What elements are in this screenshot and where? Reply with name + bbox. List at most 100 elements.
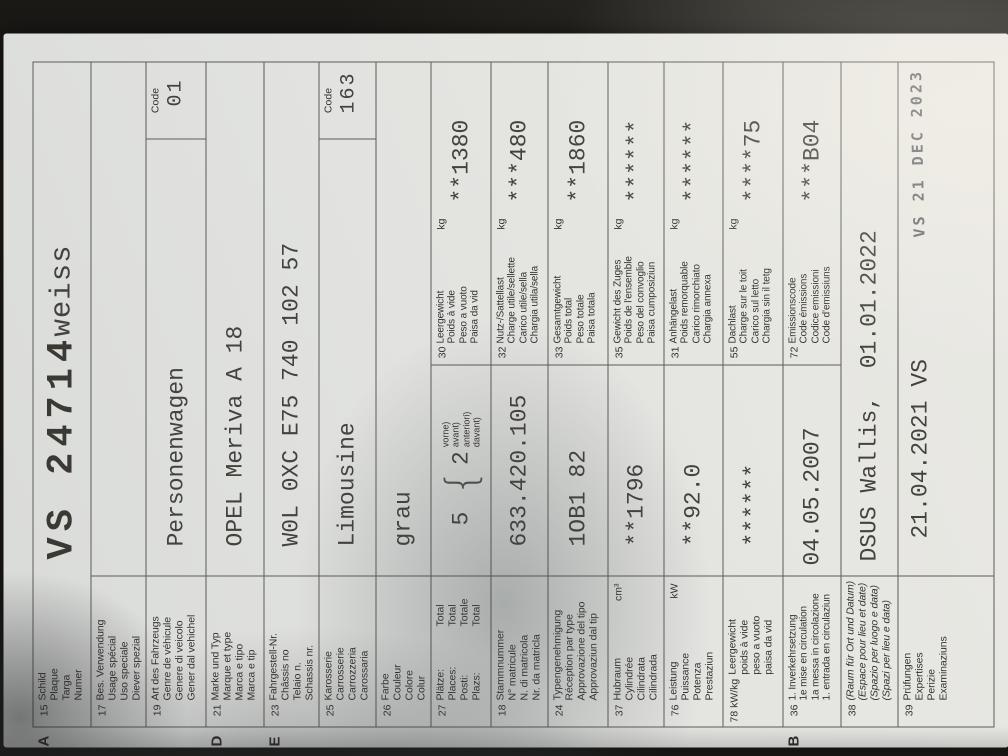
field-76-label-cell: 76 Leistung Puissance Potenza Prestaziun… [664,575,722,726]
label-line: Marke und Typ [209,632,221,700]
unit-kg: kg [495,218,507,230]
label-line: peso a vuoto [749,615,762,675]
label-line: (Spazio per luogo e data) [867,584,880,700]
field-number: 72 [788,346,800,358]
field-78-labels: Leergewicht poids à vide peso a vuoto pa… [726,615,775,675]
row-field-17-special-use: 17 Bes. Verwendung Usage spécial Uso spe… [91,62,146,726]
label-line: davant) [470,416,481,447]
label-line: Plazs: [469,672,482,700]
unit-cm3: cm³ [612,583,624,601]
field-24-label-cell: 24 Typengenehmigung Réception par type A… [548,575,607,726]
row-field-38-place-date: 38 (Raum für Ort und Datum) (Espace pour… [841,62,898,726]
field-38-labels: (Raum für Ort und Datum) (Espace pour li… [844,580,893,700]
row-field-26-color: 26 Farbe Couleur Colore Colur grau [376,62,431,726]
registration-table: A 15 Schild Plaque Targa Numer VS 24714 … [32,61,994,746]
label-line: Cylindrée [622,656,635,700]
label-line: Art des Fahrzeugs [149,615,161,700]
field-33-value-cell: **1860 [548,62,607,212]
field-number: 37 [613,704,625,716]
field-number: 35 [613,346,625,358]
label-line: Carico rimorchiato [690,263,702,343]
label-line: Dachlast [727,304,738,343]
field-number: 30 [436,346,448,358]
field-37-labels: Hubraum Cylindrée Cilindrata Cilindrada [611,654,660,700]
unit-kg: kg [727,218,739,230]
color-value: grau [390,490,416,546]
make-type-value: OPEL Meriva A 18 [221,325,248,546]
label-line: Carico utile/sella [517,271,529,343]
field-number: 33 [553,346,565,358]
label-line: Emissionscode [787,277,798,343]
label-line: Charge sur le toit [738,268,750,343]
label-line: Paisa totala [586,291,598,343]
field-24-value-cell: 1OB1 82 [548,365,607,575]
field-38-label-cell: 38 (Raum für Ort und Datum) (Espace pour… [841,575,897,726]
field-35-label-cell: 35 Gewicht des Zuges Poids de l'ensemble… [608,212,663,365]
margin-letter-a: A [35,735,52,746]
label-line: vorne) [440,421,451,447]
field-27-labels: Plätze: Places: Posti: Plazs: [434,666,483,700]
label-line: (Raum für Ort und Datum) [844,580,856,700]
field-37-label-cell: 37 Hubraum Cylindrée Cilindrata Cilindra… [608,575,663,726]
margin-letter-b: B [785,735,802,746]
field-55-label-cell: 55 Dachlast Charge sur le toit Carico su… [723,212,782,365]
label-line: Plaque [47,667,60,700]
field-number: 31 [669,346,681,358]
label-line: Telaio n. [290,661,303,700]
label-line: Leergewicht [726,618,738,675]
field-36-label-cell: B 36 1. Inverkehrsetzung 1e mise en circ… [783,575,840,746]
row-field-19-vehicle-type: 19 Art des Fahrzeugs Genre de véhicule G… [146,62,206,726]
label-line: 1e mise en circulation [798,605,810,700]
unit-kg: kg [435,218,447,230]
row-field-21-make-type: D 21 Marke und Typ Marque et type Marca … [206,62,264,746]
field-number: 76 [669,704,681,716]
label-line: Prestaziun [702,651,715,700]
label-line: Karosserie [322,650,334,700]
registry-number-value: 633.420.105 [506,394,532,546]
field-26-labels: Farbe Couleur Colore Colur [379,664,428,700]
field-33-label-cell: 33 Gesamtgewicht Poids total Peso totale… [548,212,607,365]
field-78-value-cell: ****** [723,365,782,575]
field-number: 19 [151,704,163,716]
label-line: Carico sul letto [749,278,761,343]
field-17-value-cell [91,62,145,575]
unit-kg: kg [668,218,680,230]
label-line: Genre de véhicule [160,616,173,700]
field-55-labels: Dachlast Charge sur le toit Carico sul l… [727,268,773,343]
label-line: Cilindrata [634,656,647,700]
field-39-labels: Prüfungen Expertises Perizie Examinaziun… [901,635,950,700]
label-line: avant) [450,421,461,447]
field-number: 27 [436,704,448,716]
unit-kg: kg [552,218,564,230]
empty-weight-value: **1380 [447,119,474,202]
field-35-value-cell: ****** [608,62,663,212]
code-label: Code [322,87,334,113]
label-line: Examinaziuns [936,635,949,700]
label-line: poids à vide [737,619,750,675]
field-25-label-cell: 25 Karosserie Carrosserie Carrozzeria Ca… [319,575,375,726]
field-15-labels: Schild Plaque Targa Numer [36,667,85,700]
label-line: Numer [71,668,84,700]
label-line: Approvazione del tipo [574,601,587,700]
field-36-value-cell: 04.05.2007 [783,365,840,575]
label-line: Total [434,603,446,626]
field-number: 39 [903,704,915,716]
label-line: Stammnummer [494,629,506,700]
field-23-label-cell: E 23 Fahrgestell-Nr. Châssis no Telaio n… [264,575,318,746]
field-72-labels: Emissionscode Code émissions Codice emis… [787,266,833,343]
label-line: Prüfungen [901,652,913,700]
seats-front-group: { 2 vorne) avant) anteriori) davant) [436,411,485,495]
label-line: Code d'emissiuns [821,265,833,343]
label-line: Carossaria [357,650,370,700]
code-box-19: Code 01 [146,62,205,139]
field-72-value-cell: ***B04 [783,62,840,212]
code-box-25: Code 163 [319,62,375,139]
label-line: Plätze: [434,668,446,700]
field-number: 17 [96,704,108,716]
label-line: Réception par type [562,613,575,700]
label-line: Gener dal vehichel [184,614,197,700]
label-line: Totale [457,597,470,626]
field-15-label-cell: A 15 Schild Plaque Targa Numer [33,588,90,746]
label-line: Code émissions [798,273,810,343]
